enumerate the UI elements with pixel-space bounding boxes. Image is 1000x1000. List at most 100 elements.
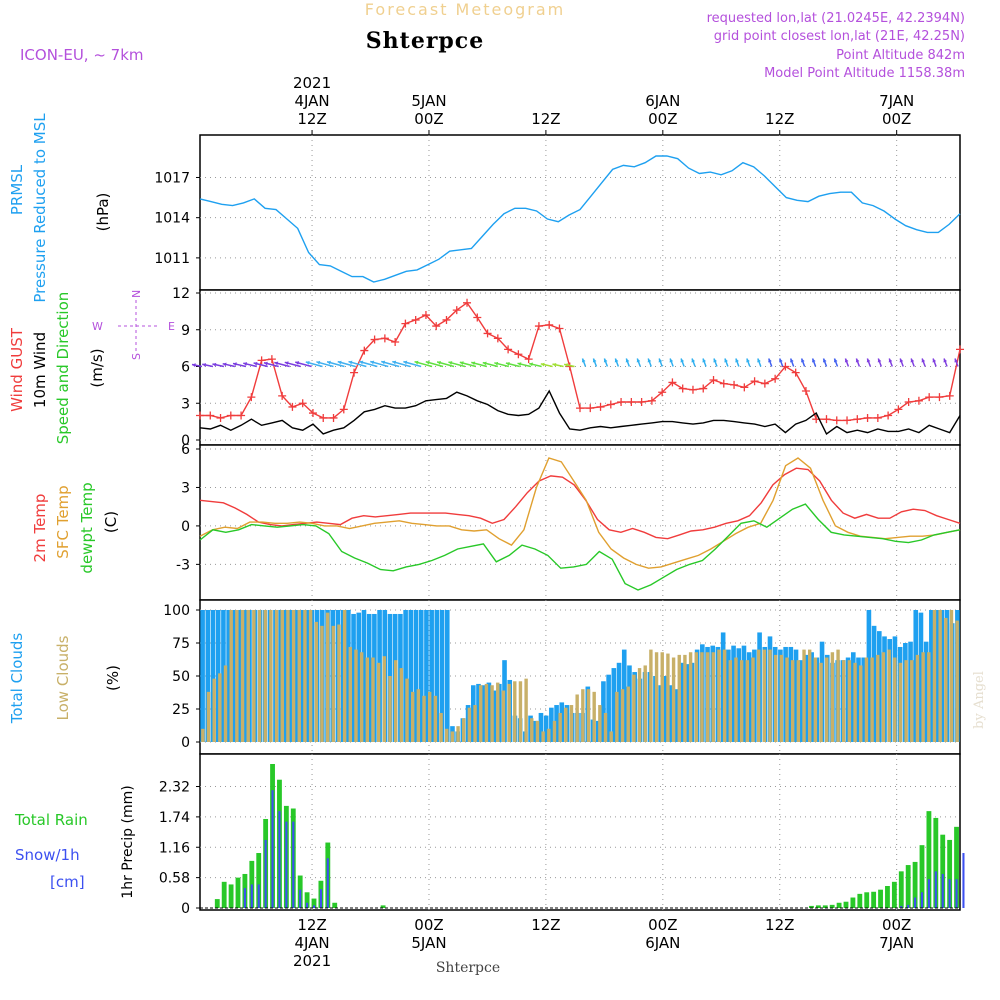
speed-direction-label: Speed and Direction <box>54 292 72 445</box>
low-cloud-bar <box>513 681 517 742</box>
wind-arrow-head <box>359 360 364 365</box>
wind-arrow-head <box>592 358 597 363</box>
low-cloud-bar <box>433 695 438 742</box>
low-cloud-bar <box>626 686 630 742</box>
low-cloud-bar <box>802 649 806 742</box>
low-cloud-bar <box>410 691 415 742</box>
gust-marker <box>873 413 882 422</box>
time-label-top: 2021 <box>293 74 331 92</box>
wind-arrow-head <box>844 358 849 363</box>
precip-unit-label: 1hr Precip (mm) <box>120 785 136 898</box>
low-cloud-bar <box>796 660 801 742</box>
wind-arrow-head <box>877 358 882 363</box>
low-cloud-bar <box>819 662 823 742</box>
gust-marker <box>370 335 379 344</box>
low-cloud-bar <box>581 689 585 742</box>
low-cloud-bar <box>898 662 903 742</box>
dewpt-line <box>199 503 961 591</box>
wind-line <box>199 389 961 435</box>
wind-arrow-head <box>713 358 717 363</box>
low-cloud-bar <box>904 660 908 742</box>
gust-marker <box>308 409 317 418</box>
snow-bar <box>955 879 958 908</box>
gust-marker <box>380 334 389 343</box>
total-cloud-bar <box>444 610 450 742</box>
low-cloud-bar <box>598 705 602 742</box>
total-cloud-bar <box>601 681 606 742</box>
wind-arrow-head <box>691 358 696 363</box>
wind-arrow-head <box>866 358 871 363</box>
gust-marker <box>452 306 461 315</box>
rain-bar <box>843 901 849 908</box>
wind-arrow-head <box>910 358 915 363</box>
snow-bar <box>264 839 267 908</box>
total-rain-label: Total Rain <box>14 811 88 829</box>
wind10m-label: 10m Wind <box>31 332 49 408</box>
pressure-label-short: PRMSL <box>8 164 26 215</box>
precip-panel: 0 0.58 1.16 1.74 2.32 <box>159 753 965 917</box>
wind-arrow-head <box>284 361 289 366</box>
total-cloud-bar <box>679 662 684 742</box>
total-cloud-bar <box>736 648 742 742</box>
low-cloud-bar <box>473 705 477 742</box>
wind-arrow-head <box>494 361 499 366</box>
time-label-top: 6JAN <box>645 92 680 110</box>
total-cloud-bar <box>554 705 559 742</box>
model-label: ICON-EU, ~ 7km <box>20 46 144 64</box>
gust-marker <box>421 311 430 320</box>
rain-bar <box>864 892 870 908</box>
rain-bar <box>940 834 946 908</box>
total-cloud-bar <box>788 646 794 742</box>
total-cloud-bar <box>304 610 310 742</box>
y-tick-label: 1.74 <box>159 810 190 826</box>
total-cloud-bar <box>621 649 627 742</box>
low-cloud-bar <box>206 691 211 742</box>
wind-arrow-head <box>735 358 739 363</box>
snow-bar <box>927 879 930 908</box>
total-cloud-bar <box>418 610 424 742</box>
gust-marker <box>226 411 235 420</box>
wind-arrow-head <box>403 360 408 365</box>
total-cloud-bar <box>476 683 481 742</box>
low-cloud-bar <box>637 668 642 742</box>
low-cloud-bar <box>359 652 364 742</box>
low-cloud-bar <box>768 649 772 742</box>
wind-unit-label: (m/s) <box>88 348 106 387</box>
total-cloud-bar <box>533 720 539 742</box>
gust-marker <box>863 413 872 422</box>
rain-bar <box>878 889 883 908</box>
total-cloud-bar <box>226 610 231 742</box>
snow-bar <box>292 821 295 908</box>
wind-arrow-head <box>212 362 217 367</box>
y-tick-label: 0 <box>181 901 190 917</box>
wind-arrow-head <box>192 363 196 368</box>
y-tick-label: 100 <box>163 603 190 619</box>
low-cloud-bar <box>439 712 443 742</box>
total-cloud-bar <box>538 712 544 742</box>
low-cloud-bar <box>734 657 738 742</box>
dewpt-label: dewpt Temp <box>78 482 96 573</box>
gust-marker <box>956 345 964 354</box>
wind-arrow-head <box>425 360 430 365</box>
low-clouds-label: Low Clouds <box>54 635 72 720</box>
gust-marker <box>822 415 831 424</box>
low-cloud-bar <box>462 718 466 742</box>
panel-frame <box>199 289 961 446</box>
gust-marker <box>730 380 739 389</box>
gust-marker <box>914 396 923 405</box>
y-tick-label: 0.58 <box>159 871 190 887</box>
low-cloud-bar <box>524 678 528 742</box>
rain-bar <box>332 902 338 908</box>
snow-bar <box>900 905 903 908</box>
total-cloud-bar <box>663 676 669 742</box>
low-cloud-bar <box>371 657 375 742</box>
rain-bar <box>822 905 828 908</box>
gust-marker <box>298 399 307 408</box>
low-cloud-bar <box>813 657 818 742</box>
y-tick-label: 6 <box>181 360 190 376</box>
low-cloud-bar <box>484 683 489 742</box>
low-cloud-bar <box>388 676 392 742</box>
y-tick-label: 1014 <box>154 211 190 227</box>
low-cloud-bar <box>337 624 341 742</box>
